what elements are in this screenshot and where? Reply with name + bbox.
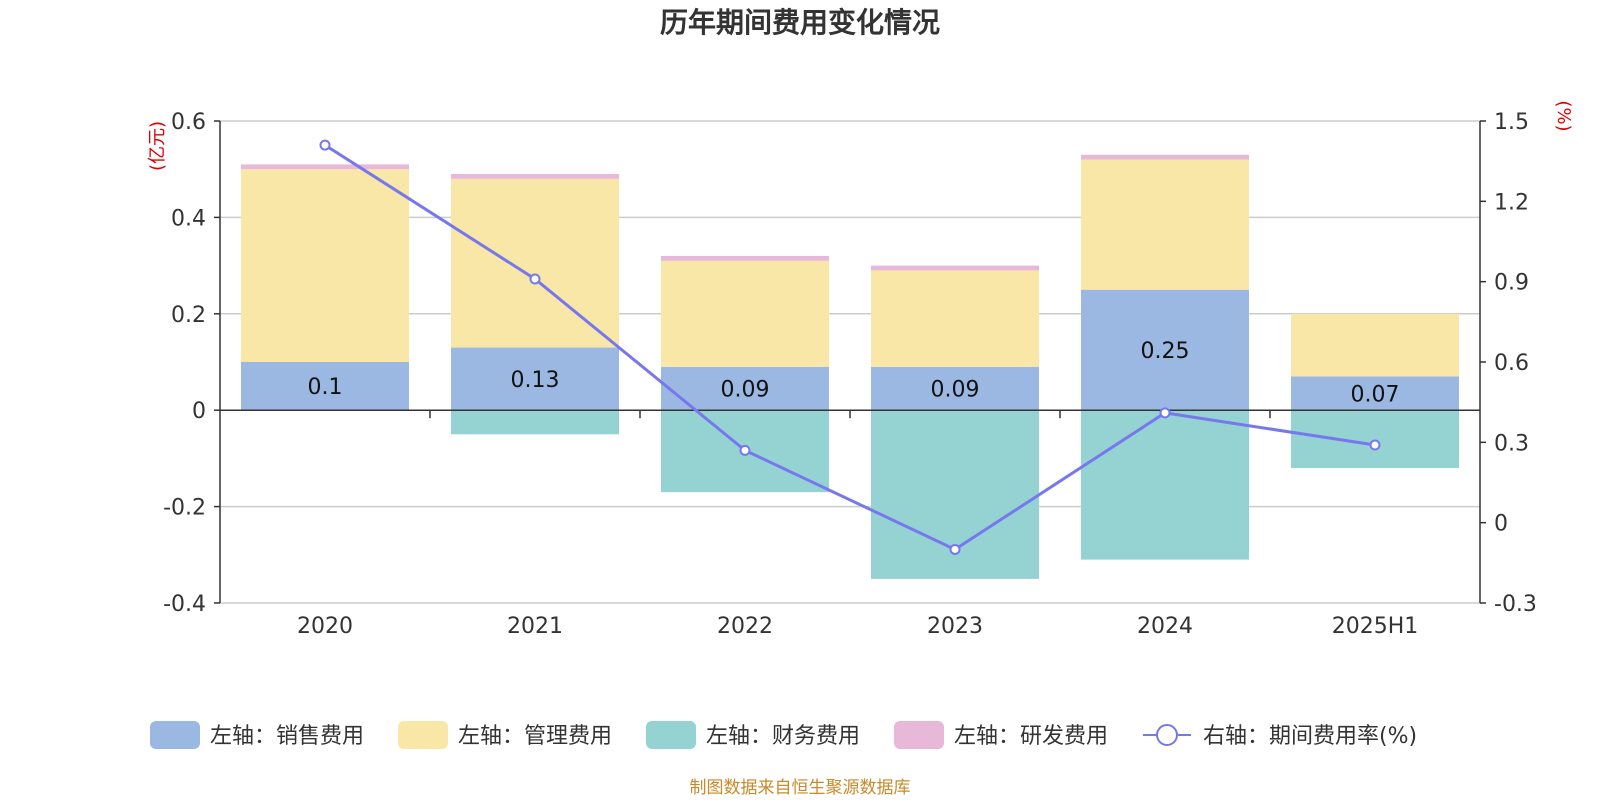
bar-rnd bbox=[871, 265, 1039, 271]
legend: 左轴：销售费用 左轴：管理费用 左轴：财务费用 左轴：研发费用 右轴：期间费用率(%) bbox=[150, 721, 1417, 749]
bar-rnd bbox=[451, 174, 619, 179]
rate-line bbox=[319, 139, 1381, 555]
legend-label: 左轴：销售费用 bbox=[210, 724, 364, 749]
legend-label: 右轴：期间费用率(%) bbox=[1203, 724, 1417, 749]
bar-sales bbox=[451, 347, 619, 411]
bar-rnd bbox=[1081, 154, 1249, 160]
rate-point bbox=[1159, 407, 1171, 419]
bars bbox=[241, 154, 1459, 579]
legend-label: 左轴：研发费用 bbox=[954, 724, 1108, 749]
bar-sales bbox=[241, 362, 409, 411]
source-note: 制图数据来自恒生聚源数据库 bbox=[690, 778, 911, 798]
right-tick-label: 0.9 bbox=[1494, 271, 1529, 296]
data-labels: 0.1 0.13 0.09 0.09 0.25 0.07 bbox=[308, 339, 1400, 407]
right-tick-label: 0.6 bbox=[1494, 351, 1529, 376]
category-label: 2024 bbox=[1137, 614, 1193, 639]
bar-sales bbox=[1291, 376, 1459, 411]
bar-rnd bbox=[241, 164, 409, 170]
data-label-sales: 0.07 bbox=[1351, 382, 1400, 407]
axes: -0.4 -0.2 0 0.2 0.4 0.6 -0.3 0 0.3 0.6 0.9 1.2 1.5 20… bbox=[163, 110, 1537, 639]
bar-sales bbox=[1081, 289, 1249, 411]
legend-label: 左轴：管理费用 bbox=[458, 724, 612, 749]
left-tick-label: 0.6 bbox=[171, 110, 206, 135]
bar-admin bbox=[1081, 159, 1249, 290]
data-label-sales: 0.25 bbox=[1141, 339, 1190, 364]
left-tick-label: 0.4 bbox=[171, 206, 206, 231]
bar-rnd bbox=[661, 255, 829, 261]
rate-point bbox=[949, 543, 961, 555]
bar-admin bbox=[241, 169, 409, 362]
bar-admin bbox=[1291, 313, 1459, 377]
right-axis-unit: (%) bbox=[1553, 100, 1574, 131]
rate-point bbox=[529, 273, 541, 285]
rate-line-path bbox=[324, 143, 1376, 552]
left-tick-label: -0.2 bbox=[163, 496, 206, 521]
bar-admin bbox=[451, 178, 619, 348]
bar-finance bbox=[1291, 410, 1459, 469]
category-label: 2023 bbox=[927, 614, 983, 639]
left-tick-label: -0.4 bbox=[163, 592, 206, 617]
legend-swatch-sales bbox=[150, 721, 200, 749]
legend-label: 左轴：财务费用 bbox=[706, 724, 860, 749]
data-label-sales: 0.09 bbox=[931, 378, 980, 403]
chart-title: 历年期间费用变化情况 bbox=[660, 6, 940, 39]
bar-admin bbox=[661, 260, 829, 367]
data-label-sales: 0.1 bbox=[308, 375, 343, 400]
bar-finance bbox=[1081, 410, 1249, 560]
bar-sales bbox=[871, 366, 1039, 411]
category-label: 2021 bbox=[507, 614, 563, 639]
legend-swatch-rnd bbox=[894, 721, 944, 749]
legend-swatch-marker bbox=[1156, 724, 1178, 746]
category-label: 2022 bbox=[717, 614, 773, 639]
left-tick-label: 0.2 bbox=[171, 303, 206, 328]
left-tick-label: 0 bbox=[192, 399, 206, 424]
rate-point bbox=[1369, 439, 1381, 451]
category-label: 2025H1 bbox=[1332, 614, 1419, 639]
right-tick-label: 1.5 bbox=[1494, 110, 1529, 135]
grid-lines bbox=[220, 120, 1480, 604]
data-label-sales: 0.13 bbox=[511, 368, 560, 393]
legend-swatch-admin bbox=[398, 721, 448, 749]
right-tick-label: 1.2 bbox=[1494, 190, 1529, 215]
legend-swatch-finance bbox=[646, 721, 696, 749]
right-tick-label: -0.3 bbox=[1494, 592, 1537, 617]
right-tick-label: 0.3 bbox=[1494, 431, 1529, 456]
right-tick-label: 0 bbox=[1494, 512, 1508, 537]
rate-point bbox=[739, 444, 751, 456]
rate-point bbox=[319, 139, 331, 151]
bar-admin bbox=[871, 270, 1039, 367]
category-label: 2020 bbox=[297, 614, 353, 639]
bar-finance bbox=[451, 410, 619, 435]
left-axis-unit: (亿元) bbox=[147, 121, 168, 171]
data-label-sales: 0.09 bbox=[721, 378, 770, 403]
